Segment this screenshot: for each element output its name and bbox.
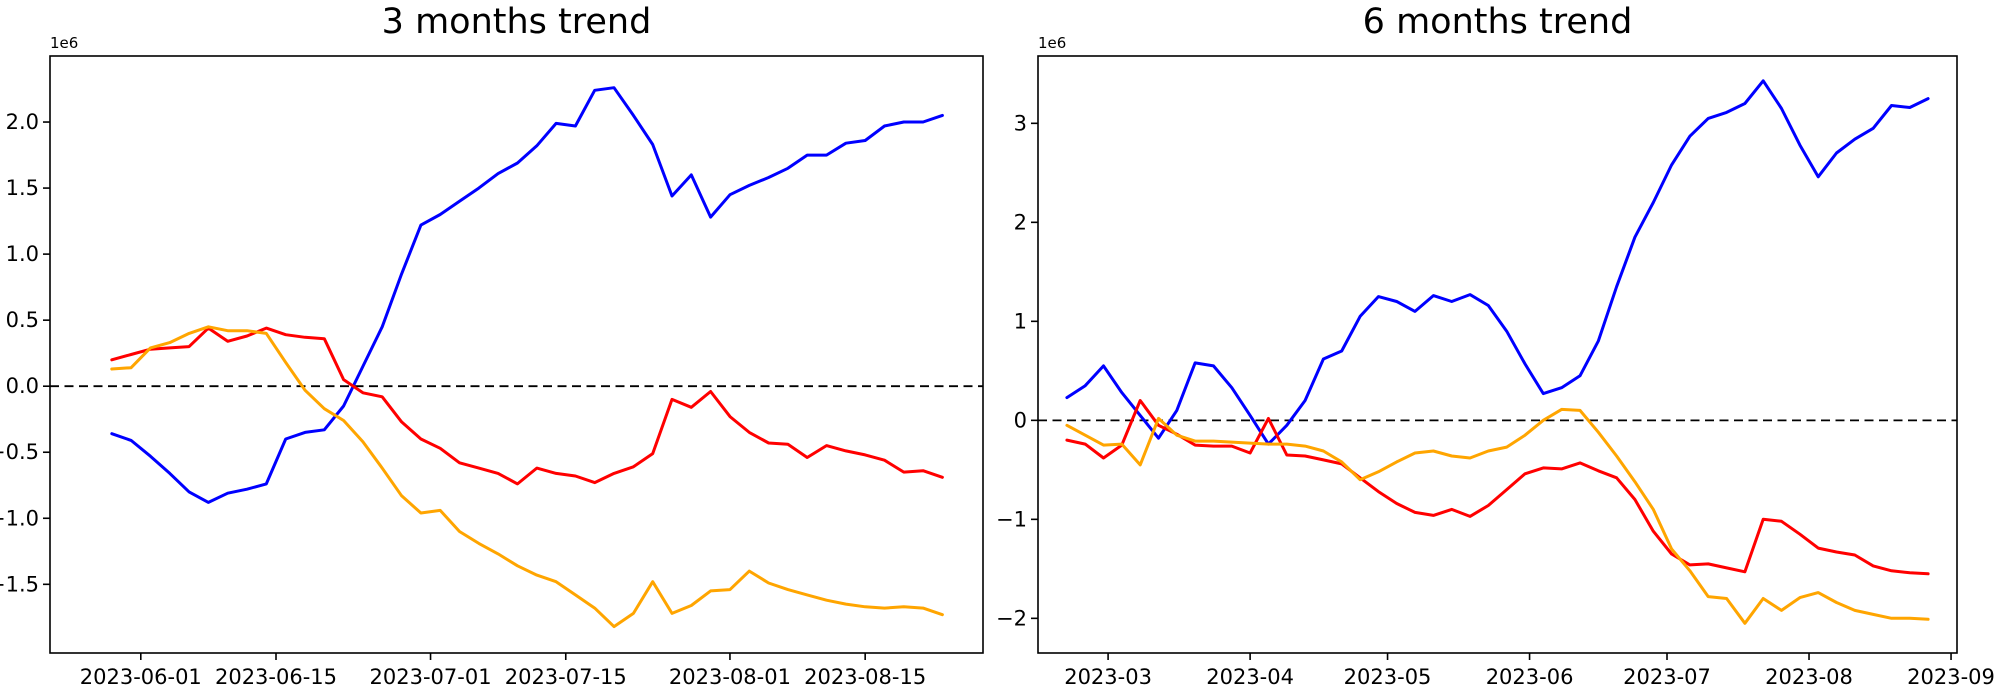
x-tick-label: 2023-04 — [1206, 665, 1294, 689]
x-tick-label: 2023-05 — [1344, 665, 1432, 689]
x-tick-label: 2023-08 — [1765, 665, 1853, 689]
chart-0-series-orange-line — [110, 325, 944, 629]
y-axis-offset-label: 1e6 — [50, 34, 78, 52]
y-tick-label: −1.5 — [0, 572, 39, 596]
x-tick-label: 2023-07 — [1623, 665, 1711, 689]
x-tick-label: 2023-07-15 — [505, 665, 627, 689]
x-tick-label: 2023-03 — [1064, 665, 1152, 689]
y-tick-label: 0.0 — [6, 374, 39, 398]
x-tick-label: 2023-06 — [1486, 665, 1574, 689]
y-axis-offset-label: 1e6 — [1038, 34, 1066, 52]
chart-1-series-orange-line — [1065, 407, 1930, 625]
y-tick-label: 0.5 — [6, 308, 39, 332]
chart-1-series-blue-line — [1065, 79, 1930, 446]
chart-1: 1e6 3 2 1 0 −1 −2 2023-03 2023-04 2023-05 2023-06 2… — [996, 34, 1995, 689]
x-tick-label: 2023-06-15 — [215, 665, 337, 689]
chart-1-series-red-line — [1065, 399, 1930, 576]
y-tick-label: 2.0 — [6, 110, 39, 134]
y-tick-label: −1.0 — [0, 506, 39, 530]
y-tick-label: 1.5 — [6, 176, 39, 200]
chart-0: 1e6 2.0 1.5 1.0 0.5 0.0 −0.5 −1.0 −1.5 2023-06-01… — [0, 34, 984, 689]
y-tick-label: 1.0 — [6, 242, 39, 266]
y-tick-label: −1 — [996, 507, 1027, 531]
y-tick-label: 1 — [1014, 309, 1027, 333]
x-tick-label: 2023-08-01 — [669, 665, 791, 689]
y-tick-label: −2 — [996, 606, 1027, 630]
chart-0-series-blue-line — [110, 86, 944, 504]
chart-title-6-months: 6 months trend — [1362, 2, 1633, 42]
x-tick-label: 2023-07-01 — [370, 665, 492, 689]
y-tick-label: −0.5 — [0, 440, 39, 464]
y-tick-label: 2 — [1014, 210, 1027, 234]
y-tick-label: 3 — [1014, 111, 1027, 135]
x-tick-label: 2023-09 — [1907, 665, 1995, 689]
x-tick-label: 2023-08-15 — [804, 665, 926, 689]
chart-0-series-red-line — [110, 326, 944, 486]
y-tick-label: 0 — [1014, 408, 1027, 432]
plot-area — [1037, 55, 1958, 654]
x-tick-label: 2023-06-01 — [80, 665, 202, 689]
chart-title-3-months: 3 months trend — [381, 2, 652, 42]
